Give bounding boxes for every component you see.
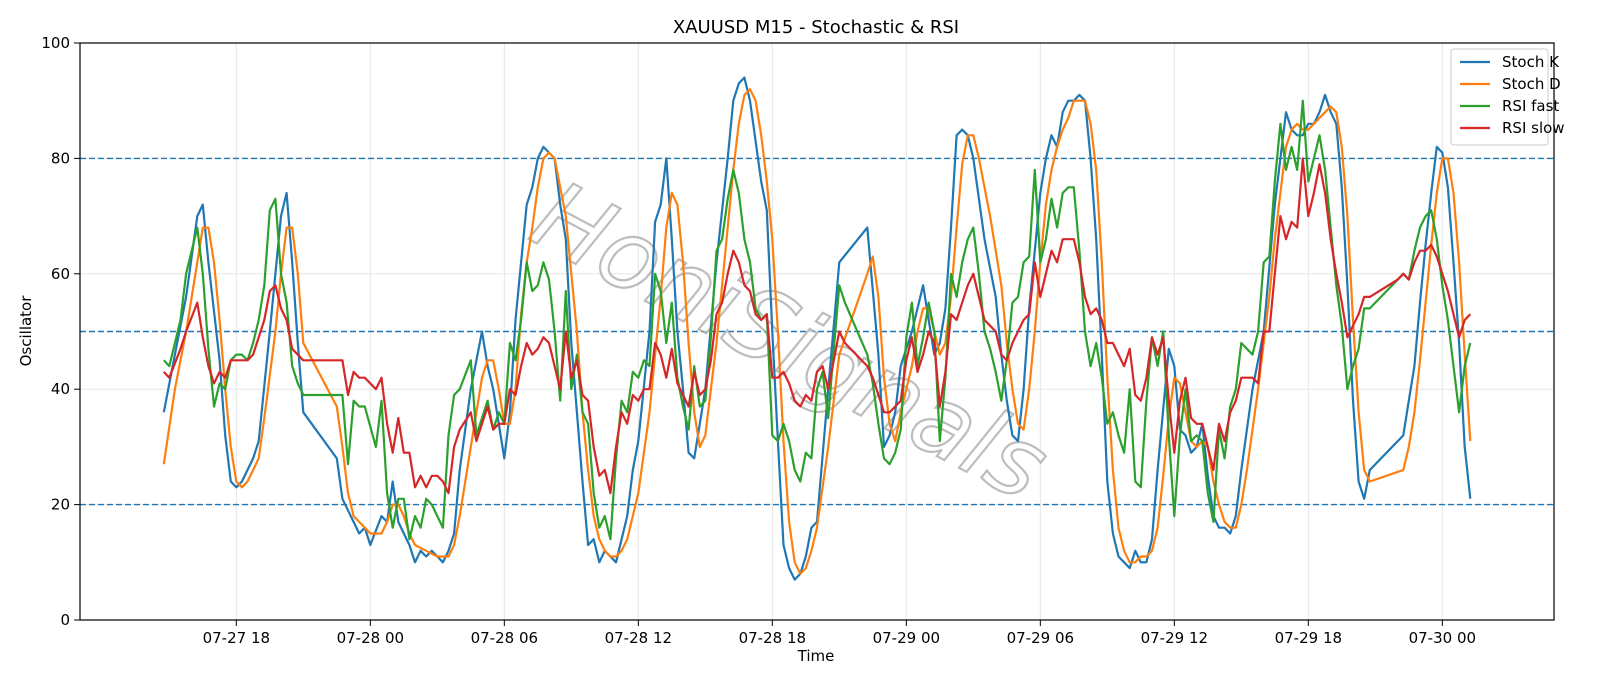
x-tick-label: 07-28 06 xyxy=(471,629,538,647)
series-lines xyxy=(162,76,1472,581)
y-tick-label: 80 xyxy=(51,149,70,167)
series-line-rsi-fast xyxy=(163,99,1472,541)
x-tick-label: 07-28 12 xyxy=(605,629,672,647)
y-tick-label: 60 xyxy=(51,265,70,283)
y-tick-label: 40 xyxy=(51,380,70,398)
y-tick-label: 0 xyxy=(60,611,70,629)
x-tick-label: 07-29 00 xyxy=(873,629,940,647)
legend-label: Stoch K xyxy=(1502,53,1560,71)
x-tick-label: 07-29 12 xyxy=(1141,629,1208,647)
series-line-stoch-d xyxy=(162,88,1472,575)
x-tick-label: 07-29 06 xyxy=(1007,629,1074,647)
x-tick-label: 07-28 00 xyxy=(337,629,404,647)
x-tick-label: 07-27 18 xyxy=(203,629,270,647)
y-axis-title: Oscillator xyxy=(17,295,35,367)
legend-box xyxy=(1450,48,1549,146)
y-tick-label: 100 xyxy=(41,34,70,52)
x-axis: 07-27 18 07-28 00 07-28 06 07-28 12 07-28 18… xyxy=(203,620,1476,647)
chart-title: XAUUSD M15 - Stochastic & RSI xyxy=(673,17,959,38)
legend: Stoch K Stoch D RSI fast RSI slow xyxy=(1450,48,1565,146)
x-axis-title: Time xyxy=(797,647,835,665)
series-line-stoch-k xyxy=(162,76,1472,581)
x-tick-label: 07-28 18 xyxy=(739,629,806,647)
x-tick-label: 07-29 18 xyxy=(1275,629,1342,647)
reference-lines xyxy=(80,157,1554,506)
legend-label: RSI slow xyxy=(1502,119,1565,137)
y-axis: 0 20 40 60 80 100 xyxy=(41,34,80,629)
legend-label: RSI fast xyxy=(1502,97,1559,115)
legend-label: Stoch D xyxy=(1502,75,1561,93)
series-line-rsi-slow xyxy=(163,157,1472,495)
x-tick-label: 07-30 00 xyxy=(1409,629,1476,647)
plot-frame xyxy=(79,42,1555,621)
y-tick-label: 20 xyxy=(51,496,70,514)
